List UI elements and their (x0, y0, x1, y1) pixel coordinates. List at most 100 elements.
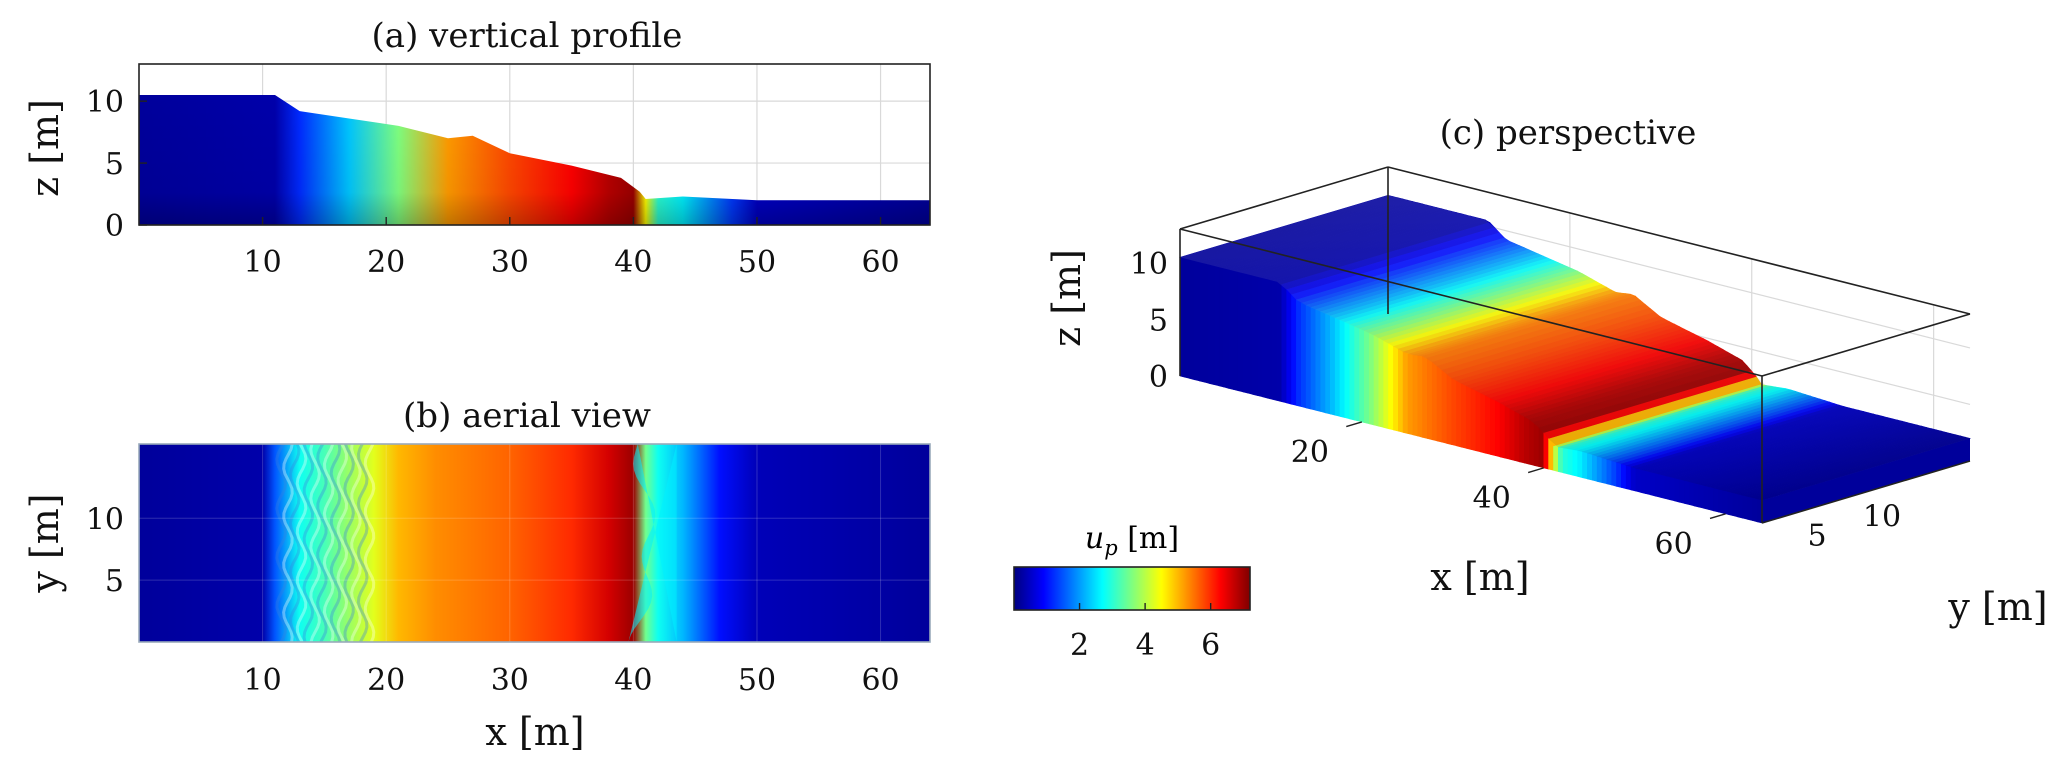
panel-b-ticks: 10 20 30 40 50 60 5 10 (86, 502, 900, 698)
panel-c-front-strip (1257, 276, 1263, 398)
panel-c-xtick-label: 40 (1473, 481, 1511, 516)
panel-c-front-strip (1296, 299, 1302, 407)
panel-b-ripple (309, 444, 321, 642)
panel-c-box-edge (1761, 460, 1971, 524)
panel-c-front-strip (1504, 405, 1511, 460)
panel-c-box-edge (1179, 166, 1389, 230)
panel-b-ripple (275, 444, 288, 642)
panel-c-front-strip (1262, 277, 1268, 399)
panel-c-x-axis-label: x [m] (1430, 555, 1529, 599)
panel-c-front-strip (1645, 470, 1651, 496)
panel-c-front-strip (1475, 390, 1481, 453)
panel-c-front-strip (1412, 354, 1418, 437)
panel-c-y-axis-label: y [m] (1947, 585, 2047, 629)
panel-c-front-strip (1228, 269, 1234, 390)
panel-c-front-strip (1562, 447, 1569, 475)
panel-c-front-strip (1368, 332, 1375, 426)
panel-b-ripple (295, 444, 308, 642)
panel-c-front-strip (1281, 283, 1287, 404)
panel-c-front-strip (1422, 355, 1428, 439)
panel-c-front-strip (1519, 413, 1525, 464)
panel-c-box-edge (1179, 228, 1763, 377)
panel-c-front-strip (1480, 392, 1486, 454)
panel-c-front-strip (1718, 489, 1724, 514)
panel-c-front-strip (1407, 353, 1414, 436)
panel-c-ztick-label: 10 (1130, 247, 1168, 282)
panel-c-front-strip (1655, 473, 1661, 498)
panel-c-front-strip (1315, 309, 1321, 412)
panel-b-y-axis-label: y [m] (23, 493, 67, 593)
panel-c-front-strip (1286, 288, 1292, 405)
panel-b-xtick-label: 30 (491, 663, 529, 698)
panel-c-front-strip (1451, 377, 1457, 447)
panel-c-front-strip (1582, 451, 1588, 480)
panel-c-front-strip (1606, 459, 1612, 486)
panel-c-xtick-label: 20 (1291, 435, 1329, 470)
panel-c-front-strip (1325, 313, 1331, 415)
panel-c-front-strip (1703, 485, 1709, 510)
colorbar-ticks: 2 4 6 (1070, 603, 1220, 663)
panel-b-axes-box (138, 443, 931, 643)
panel-b-ytick-label: 10 (86, 502, 124, 537)
panel-c-front-strip (1659, 474, 1666, 499)
panel-c-xtick-mark (1527, 467, 1544, 474)
panel-b-x-axis-label: x [m] (485, 710, 584, 754)
panel-c-ticks: 20 40 60 0 5 10 5 10 (1130, 247, 1901, 562)
panel-c-front-strip (1524, 416, 1530, 465)
panel-a-axes-box (138, 63, 931, 226)
panel-a-xtick-label: 60 (861, 245, 899, 280)
panel-c-front-strip (1349, 324, 1355, 421)
panel-c-front-strip (1742, 495, 1748, 520)
panel-b-ripple (302, 444, 315, 642)
panel-c-front-strip (1218, 266, 1224, 388)
colorbar-tick-label: 6 (1201, 628, 1220, 663)
panel-c-front-strip (1334, 317, 1341, 417)
panel-c-front-strip (1427, 357, 1433, 441)
panel-c-front-strip (1747, 496, 1753, 521)
panel-c-front-strip (1398, 348, 1404, 433)
panel-c-front-strip (1204, 263, 1210, 384)
panel-c-front-strip (1247, 274, 1254, 395)
panel-c-front-strip (1436, 365, 1443, 443)
panel-c-front-strip (1330, 315, 1336, 416)
panel-b-xtick-label: 10 (244, 663, 282, 698)
panel-c-perspective: 20 40 60 0 5 10 5 10 (c) perspective z [m] x [m… (1045, 113, 2048, 629)
panel-a-xtick-label: 10 (244, 245, 282, 280)
panel-c-ztick-label: 5 (1149, 303, 1168, 338)
panel-c-front-strip (1698, 484, 1705, 509)
panel-c-front-strip (1485, 395, 1491, 455)
panel-c-front-strip (1708, 486, 1714, 512)
panel-c-box-edge (1761, 313, 1971, 377)
panel-a-ytick-label: 5 (105, 147, 124, 182)
panel-c-front-strip (1441, 369, 1448, 444)
panel-b-grid (139, 444, 930, 642)
panel-a-xtick-label: 50 (738, 245, 776, 280)
panel-c-front-strip (1509, 408, 1515, 461)
panel-b-particle-field (139, 444, 930, 642)
panel-c-front-strip (1417, 355, 1423, 438)
panel-c-front-strip (1650, 471, 1656, 497)
panel-c-front-strip (1359, 328, 1365, 423)
panel-b-ripple (350, 444, 362, 642)
panel-a-xtick-label: 40 (614, 245, 652, 280)
colorbar-label-unit: [m] (1118, 521, 1179, 556)
panel-c-top-shading (1180, 195, 1970, 501)
panel-c-front-strip (1305, 304, 1312, 410)
panel-b-ripple (329, 444, 342, 642)
panel-a-xtick-label: 20 (367, 245, 405, 280)
panel-b-ripple (363, 444, 376, 642)
panel-b-ripple (356, 444, 369, 642)
panel-c-front-strip (1199, 261, 1205, 383)
panel-c-front-strip (1208, 264, 1215, 385)
panel-c-front-strip (1233, 270, 1239, 392)
panel-c-particle-body (1178, 194, 1972, 524)
panel-c-front-strip (1601, 457, 1608, 485)
panel-b-ripples (275, 444, 376, 642)
panel-c-front-strip (1679, 479, 1685, 504)
panel-c-front-strip (1465, 385, 1472, 450)
colorbar-label-symbol: u (1085, 521, 1104, 556)
panel-c-front-strip (1237, 271, 1244, 393)
panel-c-front-strip (1194, 260, 1200, 382)
panel-c-front-strip (1713, 487, 1719, 513)
panel-c-front-strip (1572, 449, 1578, 477)
